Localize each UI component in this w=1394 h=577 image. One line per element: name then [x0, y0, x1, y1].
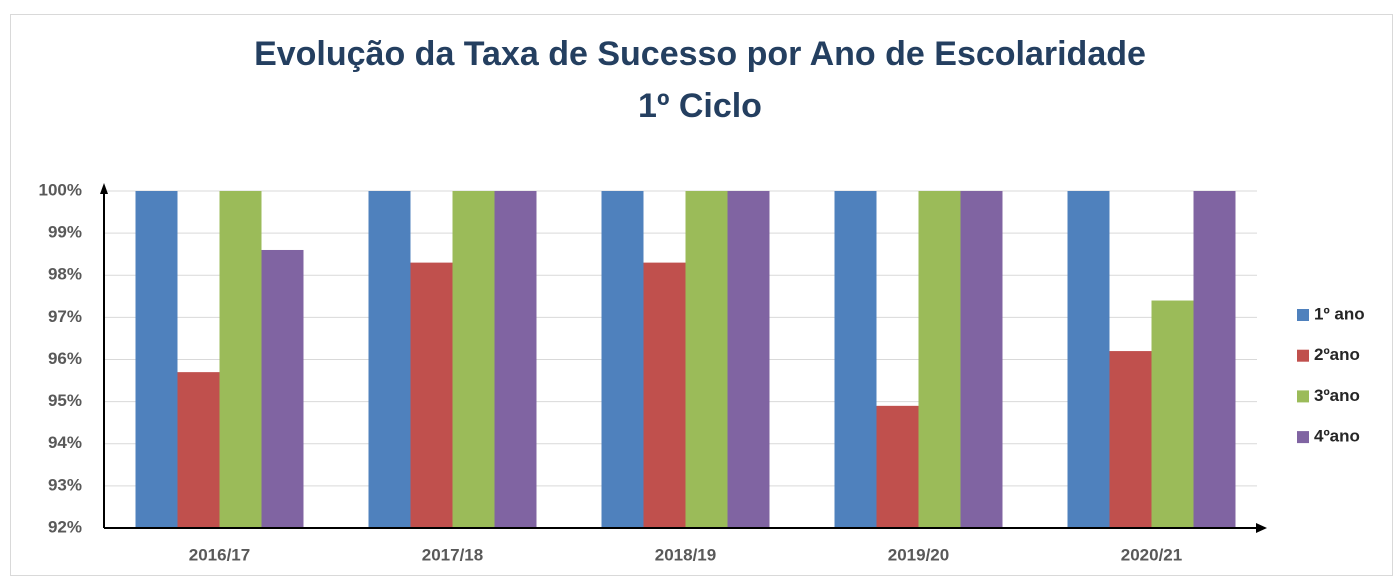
- y-tick-label: 96%: [48, 349, 82, 368]
- bar: [368, 191, 411, 528]
- bar: [177, 372, 220, 528]
- bar: [135, 191, 178, 528]
- bar: [494, 191, 537, 528]
- legend-label: 4ºano: [1314, 427, 1360, 446]
- bar: [1109, 351, 1152, 528]
- bar: [918, 191, 961, 528]
- legend-label: 3ºano: [1314, 386, 1360, 405]
- legend-label: 1º ano: [1314, 304, 1365, 323]
- bar: [410, 262, 453, 528]
- x-tick-label: 2017/18: [422, 545, 483, 564]
- x-tick-label: 2016/17: [189, 545, 250, 564]
- y-tick-label: 94%: [48, 433, 82, 452]
- bar: [643, 262, 686, 528]
- x-axis-arrow: [1256, 523, 1267, 533]
- bar: [1193, 191, 1236, 528]
- legend-swatch: [1297, 431, 1309, 444]
- legend-swatch: [1297, 349, 1309, 362]
- y-axis-arrow: [100, 183, 108, 194]
- bar: [960, 191, 1003, 528]
- chart-subtitle: 1º Ciclo: [638, 87, 762, 125]
- x-tick-label: 2020/21: [1121, 545, 1182, 564]
- bar: [219, 191, 262, 528]
- y-tick-label: 99%: [48, 223, 82, 242]
- bar: [727, 191, 770, 528]
- y-tick-label: 92%: [48, 517, 82, 536]
- bar: [834, 191, 877, 528]
- x-tick-label: 2018/19: [655, 545, 716, 564]
- chart-title: Evolução da Taxa de Sucesso por Ano de E…: [254, 35, 1146, 73]
- bar: [876, 405, 919, 528]
- legend-swatch: [1297, 390, 1309, 403]
- legend-label: 2ºano: [1314, 345, 1360, 364]
- bar: [1067, 191, 1110, 528]
- bar: [601, 191, 644, 528]
- y-tick-label: 100%: [39, 180, 82, 199]
- y-tick-label: 95%: [48, 391, 82, 410]
- bar: [261, 249, 304, 528]
- y-tick-label: 97%: [48, 307, 82, 326]
- y-tick-label: 93%: [48, 475, 82, 494]
- bar: [452, 191, 495, 528]
- bar: [1151, 300, 1194, 528]
- x-tick-label: 2019/20: [888, 545, 949, 564]
- y-tick-label: 98%: [48, 265, 82, 284]
- bar: [685, 191, 728, 528]
- legend-swatch: [1297, 309, 1309, 321]
